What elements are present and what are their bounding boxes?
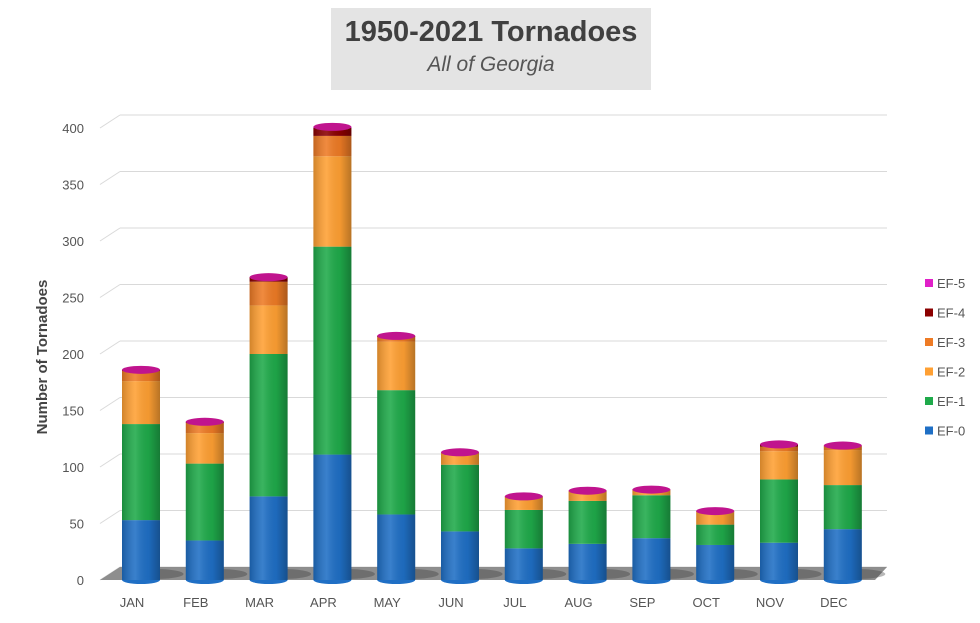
legend-swatch-ef-2 — [925, 367, 933, 376]
bar-top-cap — [504, 492, 543, 501]
y-tick-label: 300 — [62, 234, 84, 249]
bar-shading — [823, 445, 862, 580]
gridline-diag — [99, 397, 121, 411]
y-tick-label: 0 — [77, 573, 84, 588]
bar-top-cap — [185, 417, 224, 426]
gridline-diag — [99, 227, 121, 242]
legend-label-ef-2: EF-2 — [937, 365, 965, 380]
chart-subtitle: All of Georgia — [427, 53, 555, 76]
chart-title-box: 1950-2021 Tornadoes All of Georgia — [331, 8, 651, 90]
bar-shading — [185, 421, 224, 580]
gridlines — [99, 114, 887, 581]
x-tick-label: MAY — [374, 595, 402, 610]
legend-label-ef-4: EF-4 — [937, 306, 965, 321]
x-tick-label: APR — [310, 595, 337, 610]
bar-top-cap — [313, 122, 352, 131]
x-tick-label: MAR — [245, 595, 274, 610]
legend-label-ef-5: EF-5 — [937, 276, 965, 291]
bar-top-cap — [122, 365, 160, 374]
legend-label-ef-3: EF-3 — [937, 335, 965, 350]
legend: EF-5 EF-4 EF-3 EF-2 EF-1 EF-0 — [925, 276, 965, 439]
bar-top-cap — [568, 486, 607, 495]
gridline-diag — [99, 284, 121, 298]
bar-stack-feb — [185, 417, 248, 584]
y-tick-label: 200 — [62, 347, 84, 362]
bar-stack-aug — [568, 486, 631, 584]
bar-shading — [377, 335, 416, 580]
bar-top-cap — [696, 507, 735, 516]
x-tick-label: FEB — [183, 595, 208, 610]
bar-top-cap — [760, 440, 798, 449]
gridline-diag — [99, 114, 121, 129]
bar-stack-jun — [441, 448, 503, 584]
legend-swatch-ef-3 — [925, 338, 933, 346]
y-axis-label: Number of Tornadoes — [34, 280, 51, 435]
bar-shading — [696, 511, 735, 580]
legend-swatch-ef-5 — [925, 279, 933, 287]
y-tick-label: 250 — [62, 291, 84, 306]
bar-top-cap — [632, 485, 671, 494]
y-tick-label: 350 — [62, 178, 84, 193]
bar-shading — [760, 444, 798, 580]
bar-shading — [122, 369, 160, 580]
bars — [122, 122, 886, 584]
x-tick-label: OCT — [692, 595, 720, 610]
bar-shading — [568, 490, 607, 580]
bar-stack-may — [377, 331, 439, 584]
y-tick-label: 50 — [70, 517, 84, 532]
bar-stack-sep — [632, 485, 694, 584]
bar-stack-nov — [760, 440, 822, 584]
x-tick-label: AUG — [565, 595, 593, 610]
legend-swatch-ef-4 — [925, 308, 933, 317]
chart-title: 1950-2021 Tornadoes — [344, 16, 638, 48]
x-axis-ticks: JAN FEB MAR APR MAY JUN JUL AUG SEP OCT NOV DEC — [120, 595, 848, 610]
legend-label-ef-0: EF-0 — [937, 424, 965, 439]
bar-top-cap — [377, 331, 416, 340]
bar-shading — [441, 452, 479, 580]
bar-stack-dec — [823, 441, 886, 584]
bar-stack-mar — [249, 273, 312, 584]
y-tick-label: 400 — [62, 121, 84, 136]
legend-swatch-ef-1 — [925, 397, 933, 405]
y-tick-label: 150 — [62, 404, 84, 419]
x-tick-label: JUL — [503, 595, 526, 610]
gridline-diag — [99, 171, 121, 185]
legend-swatch-ef-0 — [925, 426, 933, 435]
bar-shading — [249, 277, 288, 580]
bar-top-cap — [823, 441, 862, 450]
y-axis-ticks: 0 50 100 150 200 250 300 350 400 — [62, 121, 84, 588]
bar-stack-jul — [504, 492, 567, 584]
bar-stack-jan — [122, 365, 184, 584]
bar-top-cap — [441, 448, 479, 457]
gridline-diag — [99, 510, 121, 524]
gridline-diag — [99, 340, 121, 355]
x-tick-label: SEP — [629, 595, 655, 610]
legend-label-ef-1: EF-1 — [937, 394, 965, 409]
chart-floor — [100, 567, 887, 580]
bar-shading — [313, 126, 352, 581]
bar-shading — [504, 496, 543, 580]
x-tick-label: JAN — [120, 595, 145, 610]
bar-top-cap — [249, 273, 288, 282]
x-tick-label: DEC — [820, 595, 847, 610]
bar-stack-apr — [313, 122, 375, 584]
y-tick-label: 100 — [62, 460, 84, 475]
x-tick-label: NOV — [756, 595, 785, 610]
x-tick-label: JUN — [438, 595, 463, 610]
gridline-diag — [99, 453, 121, 468]
bar-stack-oct — [696, 507, 758, 584]
bar-shading — [632, 489, 671, 580]
